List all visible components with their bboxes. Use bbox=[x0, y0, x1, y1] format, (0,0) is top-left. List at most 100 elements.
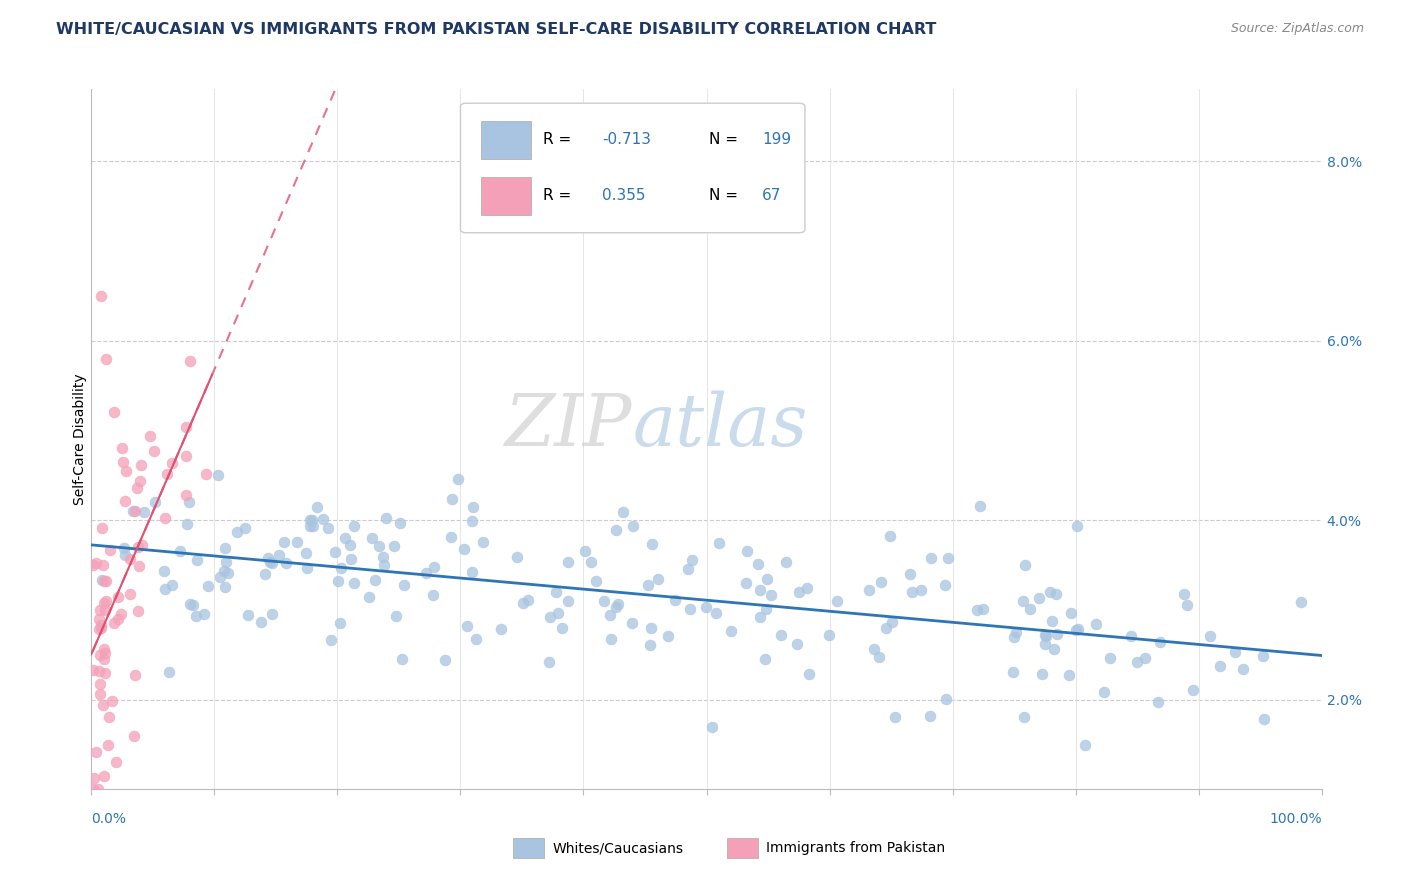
Point bbox=[87, 622, 110, 636]
Point bbox=[87, 782, 110, 797]
Point bbox=[1175, 599, 1198, 613]
Point bbox=[910, 583, 932, 598]
Point bbox=[1119, 629, 1142, 643]
Point bbox=[299, 519, 322, 533]
Point bbox=[179, 597, 201, 611]
Point bbox=[124, 668, 146, 682]
Point bbox=[339, 538, 361, 552]
Point bbox=[512, 596, 534, 610]
Point bbox=[305, 500, 328, 515]
Point bbox=[174, 488, 197, 502]
Point bbox=[537, 656, 560, 670]
Point bbox=[786, 637, 808, 651]
Point bbox=[384, 539, 406, 553]
Point bbox=[89, 603, 111, 617]
Point bbox=[1253, 712, 1275, 726]
Point bbox=[551, 622, 574, 636]
Point bbox=[505, 549, 527, 564]
Point bbox=[368, 539, 391, 553]
Point bbox=[321, 632, 343, 647]
Point bbox=[316, 521, 339, 535]
Point bbox=[1289, 595, 1312, 609]
Point bbox=[581, 555, 603, 569]
Point bbox=[96, 351, 117, 366]
Point bbox=[1149, 635, 1171, 649]
Point bbox=[299, 513, 322, 527]
Point bbox=[343, 575, 366, 590]
Point bbox=[179, 494, 201, 508]
Text: atlas: atlas bbox=[633, 390, 808, 460]
Point bbox=[87, 665, 110, 679]
Text: -0.713: -0.713 bbox=[602, 132, 651, 147]
Point bbox=[1182, 682, 1205, 697]
Point bbox=[647, 572, 669, 586]
Point bbox=[89, 612, 111, 626]
Point bbox=[153, 582, 176, 596]
Point bbox=[207, 468, 229, 483]
Text: 0.355: 0.355 bbox=[602, 188, 645, 203]
Point bbox=[557, 594, 579, 608]
Point bbox=[90, 621, 112, 635]
Point bbox=[112, 455, 135, 469]
Point bbox=[257, 551, 280, 566]
Point bbox=[1033, 637, 1056, 651]
Point bbox=[91, 558, 114, 572]
Point bbox=[186, 553, 208, 567]
Point bbox=[637, 577, 659, 591]
Point bbox=[901, 585, 924, 599]
Point bbox=[217, 566, 239, 581]
Point bbox=[1092, 685, 1115, 699]
Point bbox=[879, 529, 901, 543]
Point bbox=[447, 472, 470, 486]
Point bbox=[359, 590, 381, 604]
Point bbox=[862, 641, 884, 656]
Point bbox=[679, 602, 702, 616]
Point bbox=[461, 500, 484, 514]
Point bbox=[1002, 665, 1025, 680]
Text: Immigrants from Pakistan: Immigrants from Pakistan bbox=[766, 841, 945, 855]
Point bbox=[1035, 629, 1057, 643]
Point bbox=[756, 572, 779, 586]
Text: 199: 199 bbox=[762, 132, 792, 147]
Point bbox=[605, 523, 627, 537]
Point bbox=[84, 556, 107, 570]
Point bbox=[250, 615, 273, 629]
Point bbox=[129, 458, 152, 473]
Point bbox=[93, 652, 115, 666]
Point bbox=[759, 588, 782, 602]
Point bbox=[433, 653, 456, 667]
Point bbox=[1223, 645, 1246, 659]
Point bbox=[214, 541, 236, 556]
Point bbox=[100, 694, 122, 708]
Point bbox=[461, 514, 484, 528]
Point bbox=[82, 782, 104, 797]
Point bbox=[184, 609, 207, 624]
Point bbox=[112, 541, 135, 555]
Point bbox=[90, 618, 112, 632]
Point bbox=[176, 449, 198, 463]
Point bbox=[287, 534, 309, 549]
Point bbox=[870, 574, 893, 589]
Point bbox=[273, 535, 295, 549]
Point bbox=[593, 594, 616, 608]
Point bbox=[127, 541, 149, 555]
Point bbox=[127, 604, 149, 618]
Point bbox=[796, 581, 818, 595]
Text: N =: N = bbox=[709, 132, 742, 147]
Point bbox=[93, 646, 115, 660]
Point bbox=[134, 505, 156, 519]
Point bbox=[695, 600, 717, 615]
Point bbox=[226, 524, 249, 539]
Text: N =: N = bbox=[709, 188, 742, 203]
Point bbox=[254, 566, 277, 581]
Point bbox=[94, 574, 117, 588]
Point bbox=[84, 745, 107, 759]
Point bbox=[1035, 628, 1057, 642]
Point bbox=[174, 420, 197, 434]
Point bbox=[122, 504, 145, 518]
Text: 100.0%: 100.0% bbox=[1270, 812, 1322, 826]
Point bbox=[1012, 593, 1035, 607]
Point bbox=[388, 516, 411, 530]
Point bbox=[585, 574, 607, 588]
Point bbox=[301, 512, 323, 526]
